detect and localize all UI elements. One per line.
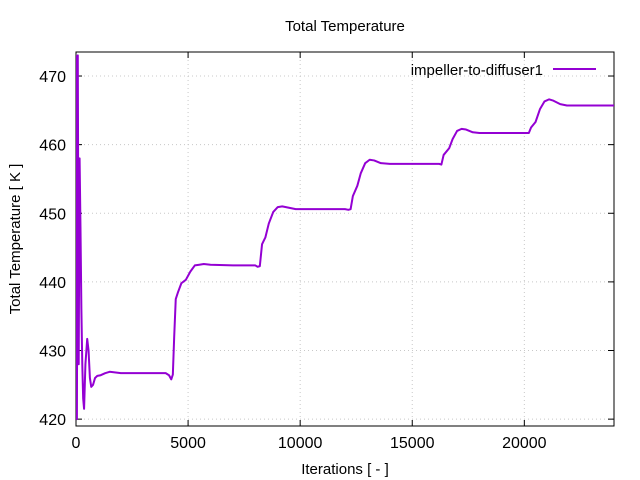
y-tick-label: 450 <box>39 206 66 223</box>
y-axis-label: Total Temperature [ K ] <box>7 164 24 315</box>
axis-ticks <box>75 52 614 426</box>
x-tick-label: 15000 <box>390 435 435 452</box>
x-tick-label: 20000 <box>502 435 547 452</box>
y-tick-label: 440 <box>39 275 66 292</box>
y-tick-label: 430 <box>39 344 66 361</box>
x-tick-label: 10000 <box>278 435 323 452</box>
grid-lines <box>76 52 614 426</box>
y-tick-labels: 420 430 440 450 460 470 <box>39 69 66 429</box>
x-tick-labels: 0 5000 10000 15000 20000 <box>72 435 547 452</box>
series-group <box>76 54 614 421</box>
y-tick-label: 460 <box>39 138 66 155</box>
chart-title: Total Temperature <box>285 18 405 35</box>
series-line <box>76 54 614 421</box>
legend: impeller-to-diffuser1 <box>411 62 596 79</box>
plot-frame <box>75 51 615 427</box>
x-tick-label: 5000 <box>170 435 206 452</box>
y-tick-label: 420 <box>39 412 66 429</box>
legend-label: impeller-to-diffuser1 <box>411 62 543 79</box>
x-tick-label: 0 <box>72 435 81 452</box>
y-tick-label: 470 <box>39 69 66 86</box>
x-axis-label: Iterations [ - ] <box>301 461 389 478</box>
